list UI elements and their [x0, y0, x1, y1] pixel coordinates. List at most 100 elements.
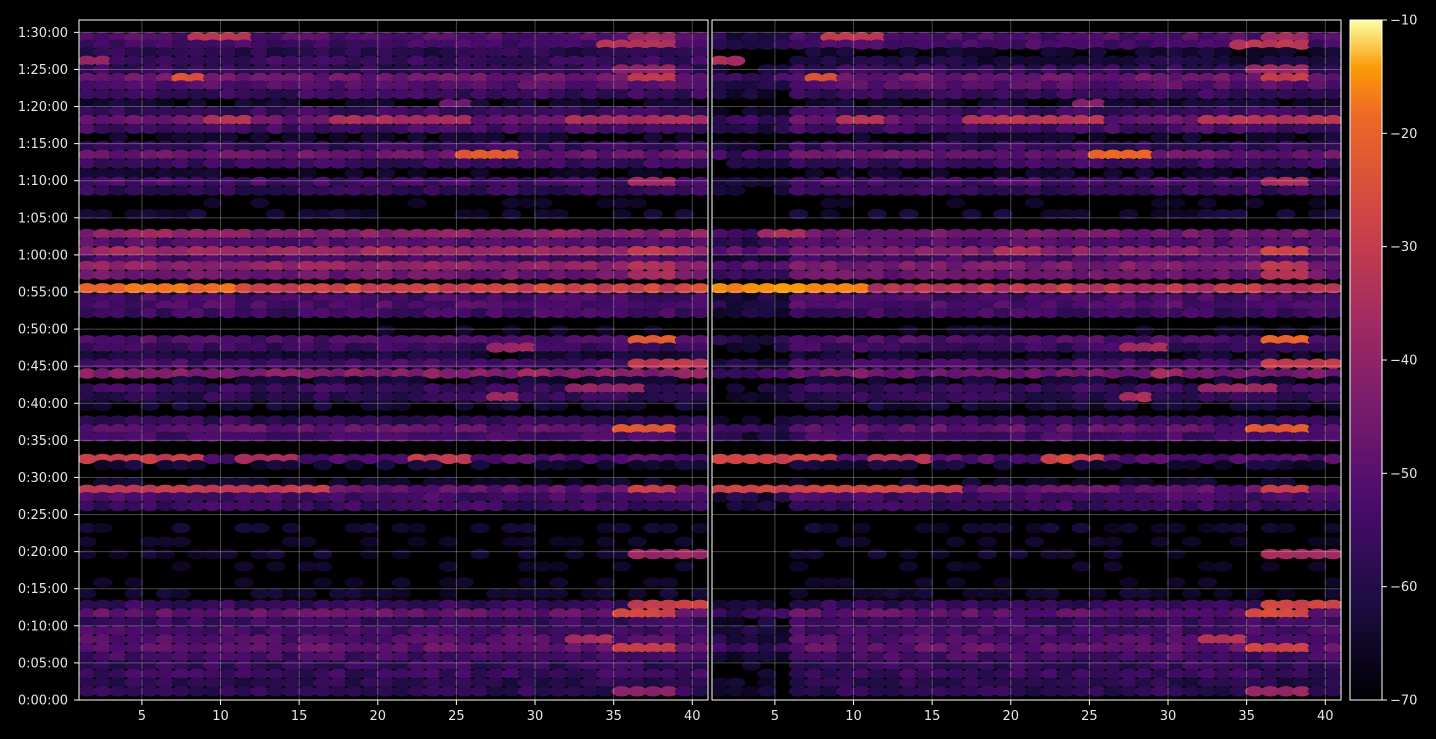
heatmap-cell: [611, 668, 632, 680]
heatmap-cell: [643, 55, 663, 66]
heatmap-cell: [851, 39, 872, 50]
heatmap-cell: [867, 149, 887, 160]
heatmap-cell: [360, 431, 380, 442]
heatmap-cell: [1213, 424, 1233, 435]
heatmap-cell: [140, 293, 160, 304]
heatmap-cell: [124, 208, 144, 220]
heatmap-cell: [79, 307, 97, 319]
heatmap-cell: [187, 132, 207, 143]
heatmap-cell: [1181, 123, 1202, 134]
heatmap-cell: [804, 300, 824, 311]
heatmap-cell: [454, 325, 474, 336]
heatmap-cell: [1213, 677, 1233, 688]
heatmap-cell: [1323, 64, 1341, 75]
heatmap-cell: [1213, 325, 1233, 336]
heatmap-cell: [867, 400, 887, 411]
heatmap-cell: [218, 89, 239, 100]
heatmap-cell: [1071, 668, 1092, 680]
heatmap-cell: [883, 149, 903, 160]
heatmap-cell: [423, 39, 443, 50]
heatmap-cell: [470, 98, 490, 110]
heatmap-cell: [218, 660, 239, 671]
heatmap-cell: [108, 123, 128, 134]
heatmap-cell: [391, 185, 412, 196]
heatmap-cell: [1166, 492, 1186, 503]
heatmap-cell: [124, 492, 144, 503]
heatmap-cell: [564, 80, 584, 91]
heatmap-cell: [1134, 283, 1155, 294]
heatmap-cell: [773, 158, 793, 169]
heatmap-cell: [788, 140, 809, 152]
heatmap-cell: [914, 642, 934, 654]
heatmap-cell: [1150, 123, 1170, 134]
heatmap-cell: [155, 660, 176, 671]
heatmap-cell: [1134, 477, 1155, 488]
heatmap-cell: [344, 492, 364, 503]
heatmap-cell: [1087, 106, 1108, 117]
heatmap-cell: [1166, 39, 1186, 50]
heatmap-cell: [108, 342, 128, 353]
heatmap-cell: [1307, 325, 1328, 336]
heatmap-cell: [674, 642, 695, 654]
heatmap-cell: [564, 358, 584, 369]
heatmap-cell: [1119, 453, 1139, 465]
heatmap-cell: [914, 686, 934, 697]
heatmap-cell: [820, 677, 840, 688]
heatmap-cell: [977, 300, 997, 311]
heatmap-cell: [1119, 123, 1139, 134]
heatmap-cell: [1087, 599, 1108, 610]
heatmap-cell: [1166, 228, 1186, 240]
heatmap-cell: [234, 300, 254, 311]
heatmap-cell: [313, 176, 333, 188]
heatmap-cell: [820, 660, 840, 671]
heatmap-cell: [898, 293, 919, 304]
heatmap-cell: [1103, 634, 1123, 645]
heatmap-cell: [360, 642, 380, 654]
heatmap-cell: [124, 577, 144, 588]
heatmap-cell: [580, 80, 600, 91]
heatmap-cell: [501, 98, 522, 110]
heatmap-cell: [627, 228, 647, 240]
heatmap-cell: [930, 149, 950, 160]
heatmap-cell: [611, 424, 632, 435]
heatmap-cell: [1040, 492, 1060, 503]
heatmap-cell: [265, 269, 286, 280]
heatmap-cell: [564, 415, 584, 426]
heatmap-cell: [1103, 431, 1123, 442]
heatmap-cell: [548, 123, 569, 134]
heatmap-cell: [757, 625, 777, 636]
heatmap-cell: [580, 677, 600, 688]
heatmap-cell: [407, 64, 427, 75]
heatmap-cell: [977, 260, 997, 272]
heatmap-cell: [234, 72, 254, 84]
heatmap-cell: [690, 391, 708, 403]
heatmap-cell: [725, 228, 746, 240]
heatmap-cell: [788, 424, 809, 435]
heatmap-cell: [564, 39, 584, 50]
heatmap-cell: [725, 32, 746, 43]
heatmap-cell: [375, 459, 396, 471]
heatmap-cell: [674, 132, 695, 143]
heatmap-cell: [643, 293, 663, 304]
heatmap-cell: [203, 197, 223, 209]
heatmap-cell: [674, 158, 695, 169]
heatmap-cell: [898, 651, 919, 662]
heatmap-cell: [423, 55, 443, 66]
heatmap-cell: [517, 484, 537, 495]
heatmap-cell: [203, 477, 223, 488]
heatmap-cell: [674, 260, 695, 272]
heatmap-cell: [643, 424, 663, 435]
heatmap-cell: [773, 72, 793, 84]
heatmap-cell: [883, 300, 903, 311]
heatmap-cell: [155, 64, 176, 75]
heatmap-cell: [977, 237, 997, 248]
heatmap-cell: [1103, 383, 1123, 394]
heatmap-cell: [391, 246, 412, 257]
heatmap-cell: [187, 208, 207, 220]
heatmap-cell: [265, 106, 286, 117]
heatmap-cell: [407, 55, 427, 66]
heatmap-cell: [820, 72, 840, 84]
heatmap-cell: [1260, 522, 1280, 534]
heatmap-cell: [1008, 300, 1029, 311]
heatmap-cell: [725, 185, 746, 196]
